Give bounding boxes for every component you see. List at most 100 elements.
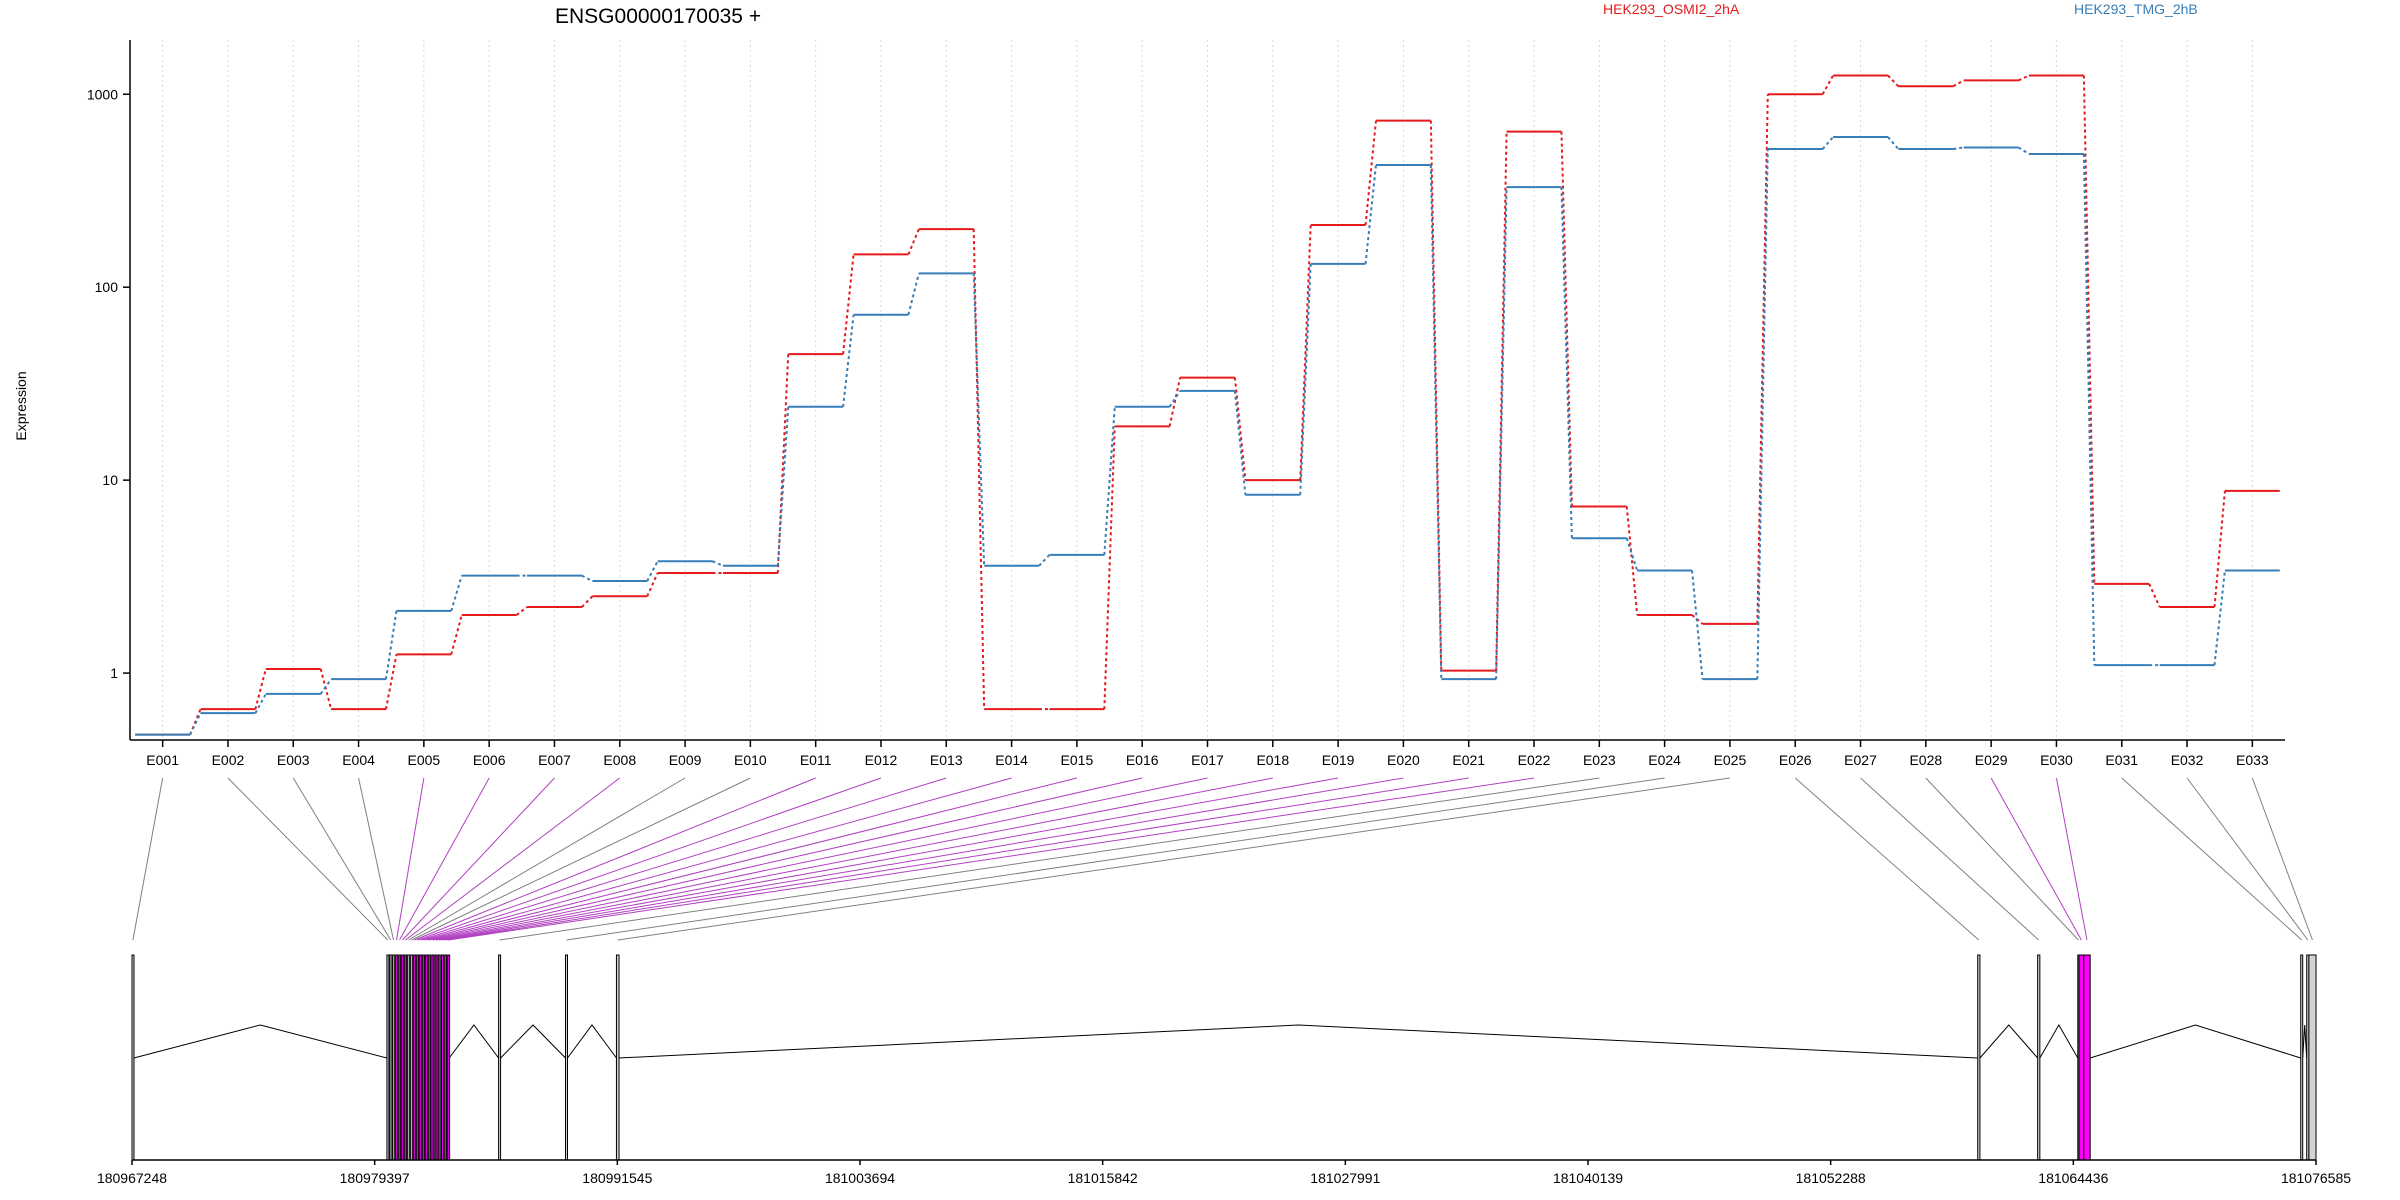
exon-connector bbox=[227, 777, 389, 941]
exon-connector bbox=[405, 777, 621, 941]
x-tick-label: E031 bbox=[2105, 752, 2138, 768]
intron bbox=[2090, 1024, 2301, 1059]
exon-block bbox=[1977, 954, 1981, 1161]
series-transition bbox=[776, 354, 790, 574]
series-transition bbox=[2082, 154, 2096, 666]
series-transition bbox=[254, 693, 267, 714]
x-tick-label: E030 bbox=[2040, 752, 2073, 768]
x-tick-label: E001 bbox=[146, 752, 179, 768]
exon-block bbox=[404, 954, 408, 1161]
gene-model bbox=[131, 954, 2317, 1161]
series-transition bbox=[1103, 426, 1116, 710]
series-transition bbox=[1887, 136, 1900, 150]
exon-connector bbox=[432, 777, 1208, 941]
x-tick-label: E018 bbox=[1256, 752, 1289, 768]
exon-connector bbox=[442, 777, 1404, 941]
x-tick-label: E032 bbox=[2171, 752, 2204, 768]
x-tick-label: E020 bbox=[1387, 752, 1420, 768]
x-tick-label: E026 bbox=[1779, 752, 1812, 768]
x-tick-label: E019 bbox=[1322, 752, 1355, 768]
exon-block bbox=[440, 954, 444, 1161]
series-lines bbox=[135, 74, 2280, 736]
series-transition bbox=[1103, 406, 1116, 555]
series-transition bbox=[2082, 75, 2096, 584]
exon-connector bbox=[1925, 777, 2079, 941]
exon-connector bbox=[1860, 777, 2040, 941]
series-transition bbox=[1625, 506, 1639, 616]
series-transition bbox=[907, 273, 920, 315]
genomic-tick-label: 181015842 bbox=[1068, 1170, 1138, 1186]
exon-connector bbox=[499, 777, 1600, 941]
series-transition bbox=[776, 406, 790, 566]
y-axis-label: Expression bbox=[13, 371, 29, 440]
x-tick-label: E015 bbox=[1061, 752, 1094, 768]
x-tick-label: E016 bbox=[1126, 752, 1159, 768]
series-transition bbox=[1038, 554, 1051, 567]
genomic-tick-label: 181003694 bbox=[825, 1170, 895, 1186]
series-transition bbox=[1691, 570, 1704, 680]
exon-connector bbox=[417, 777, 882, 941]
x-tick-label: E011 bbox=[800, 752, 832, 768]
exon-block bbox=[419, 954, 423, 1161]
series-transition bbox=[319, 668, 333, 710]
exon-block bbox=[416, 954, 420, 1161]
exon-connector bbox=[292, 777, 392, 941]
exon-block bbox=[2300, 954, 2304, 1161]
genomic-coordinate-axis: 180967248 180979397 180991545 181003694 1810… bbox=[97, 1159, 2351, 1186]
genomic-tick-label: 181040139 bbox=[1553, 1170, 1623, 1186]
x-tick-label: E022 bbox=[1518, 752, 1551, 768]
intron bbox=[2039, 1023, 2079, 1059]
x-tick-label: E003 bbox=[277, 752, 310, 768]
series-transition bbox=[384, 610, 398, 680]
series-transition bbox=[1233, 377, 1247, 481]
exon-connector bbox=[566, 777, 1665, 941]
intron bbox=[619, 1024, 1978, 1059]
series-transition bbox=[842, 314, 855, 407]
exon-block bbox=[407, 954, 411, 1161]
series-transition bbox=[1299, 224, 1312, 481]
exon-block bbox=[395, 954, 399, 1161]
x-tick-label: E025 bbox=[1714, 752, 1747, 768]
exon-connector bbox=[445, 777, 1469, 941]
exon-connector bbox=[448, 777, 1535, 941]
exon-block bbox=[434, 954, 438, 1161]
x-tick-label: E008 bbox=[603, 752, 636, 768]
x-tick-label: E017 bbox=[1191, 752, 1224, 768]
x-tick-label: E002 bbox=[212, 752, 245, 768]
x-tick-label: E004 bbox=[342, 752, 375, 768]
series-transition bbox=[1756, 149, 1769, 680]
exon-connector bbox=[414, 777, 816, 941]
series-transition bbox=[1952, 79, 1965, 88]
exon-connector bbox=[423, 777, 1012, 941]
series-transition bbox=[1756, 94, 1769, 624]
exon-connector bbox=[1990, 777, 2082, 941]
genomic-tick-label: 180979397 bbox=[340, 1170, 410, 1186]
series-transition bbox=[581, 574, 593, 582]
exon-block bbox=[2078, 954, 2085, 1161]
exon-block bbox=[410, 954, 414, 1161]
exon-block bbox=[131, 954, 135, 1161]
series-transition bbox=[1887, 74, 1900, 87]
x-tick-label: E027 bbox=[1844, 752, 1877, 768]
chart-title: ENSG00000170035 + bbox=[555, 5, 761, 28]
genomic-tick-label: 181052288 bbox=[1796, 1170, 1866, 1186]
x-tick-label: E006 bbox=[473, 752, 506, 768]
exon-block bbox=[498, 954, 502, 1161]
exon-connector bbox=[2251, 777, 2313, 941]
exon-connector bbox=[411, 777, 751, 941]
x-tick-label: E009 bbox=[669, 752, 702, 768]
series-transition bbox=[712, 560, 724, 567]
series-transition bbox=[2018, 74, 2030, 82]
genomic-tick-label: 181064436 bbox=[2038, 1170, 2108, 1186]
exon-block bbox=[428, 954, 432, 1161]
x-tick-label: E013 bbox=[930, 752, 963, 768]
exon-block bbox=[425, 954, 429, 1161]
exon-connector bbox=[435, 777, 1273, 941]
exon-connector bbox=[1794, 777, 1980, 941]
series-transition bbox=[2148, 583, 2161, 608]
series-transition bbox=[450, 575, 463, 612]
series-transition bbox=[1299, 263, 1312, 495]
series-transition bbox=[450, 614, 463, 655]
exon-connector bbox=[2121, 777, 2303, 941]
exon-block bbox=[392, 954, 396, 1161]
